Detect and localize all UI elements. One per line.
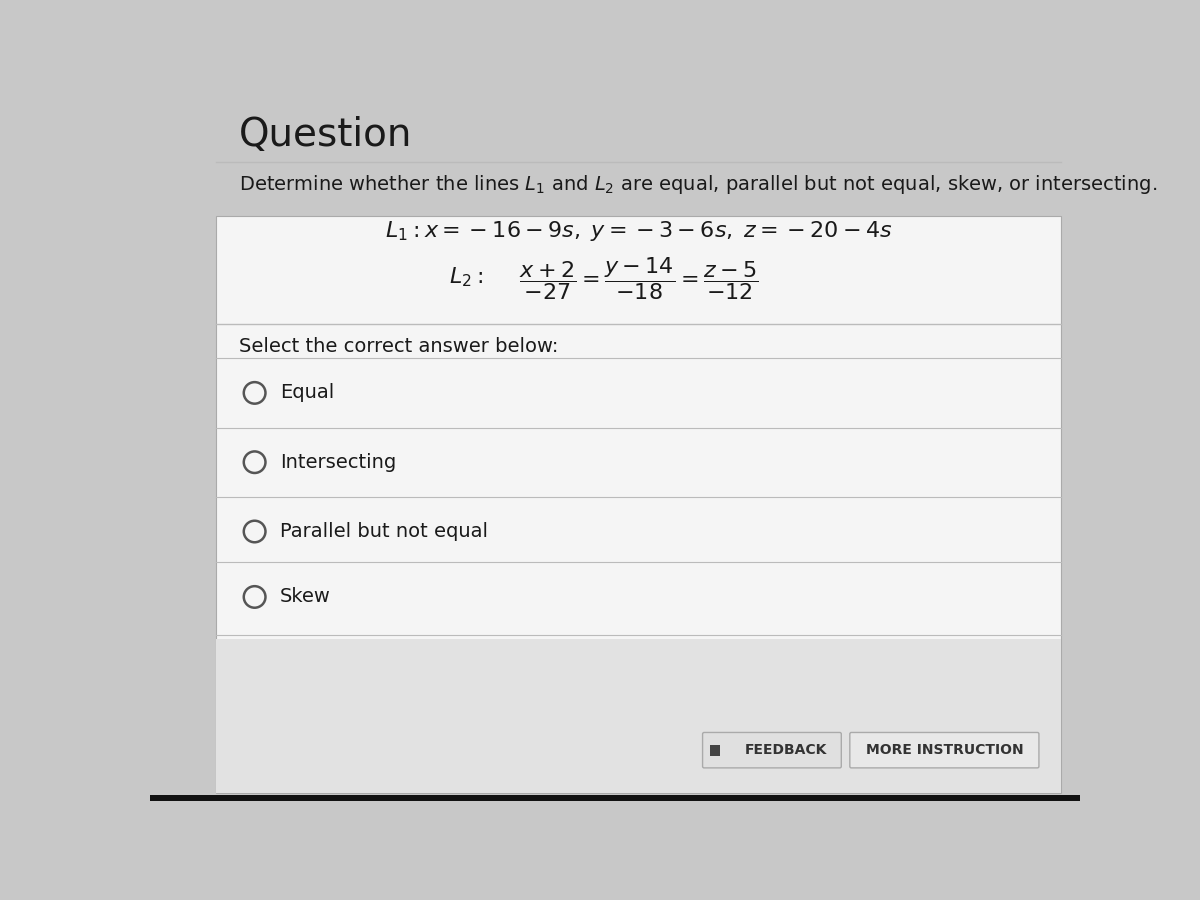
FancyBboxPatch shape — [709, 745, 720, 756]
FancyBboxPatch shape — [850, 733, 1039, 768]
Text: MORE INSTRUCTION: MORE INSTRUCTION — [865, 743, 1024, 757]
Text: Parallel but not equal: Parallel but not equal — [281, 522, 488, 541]
Text: Question: Question — [239, 116, 413, 154]
FancyBboxPatch shape — [702, 733, 841, 768]
FancyBboxPatch shape — [150, 795, 1080, 801]
Text: $\dfrac{x+2}{-27} = \dfrac{y-14}{-18} = \dfrac{z-5}{-12}$: $\dfrac{x+2}{-27} = \dfrac{y-14}{-18} = … — [518, 256, 758, 302]
Text: Select the correct answer below:: Select the correct answer below: — [239, 338, 558, 356]
Text: Determine whether the lines $L_1$ and $L_2$ are equal, parallel but not equal, s: Determine whether the lines $L_1$ and $L… — [239, 174, 1157, 196]
Text: $L_1 : x = -16 - 9s,\; y = -3 - 6s,\; z = -20 - 4s$: $L_1 : x = -16 - 9s,\; y = -3 - 6s,\; z … — [384, 220, 892, 243]
FancyBboxPatch shape — [216, 216, 1061, 793]
FancyBboxPatch shape — [216, 639, 1061, 793]
Text: Equal: Equal — [281, 383, 335, 402]
Text: $L_2 :$: $L_2 :$ — [449, 266, 484, 289]
Text: Skew: Skew — [281, 588, 331, 607]
Text: Intersecting: Intersecting — [281, 453, 396, 472]
Text: FEEDBACK: FEEDBACK — [744, 743, 827, 757]
